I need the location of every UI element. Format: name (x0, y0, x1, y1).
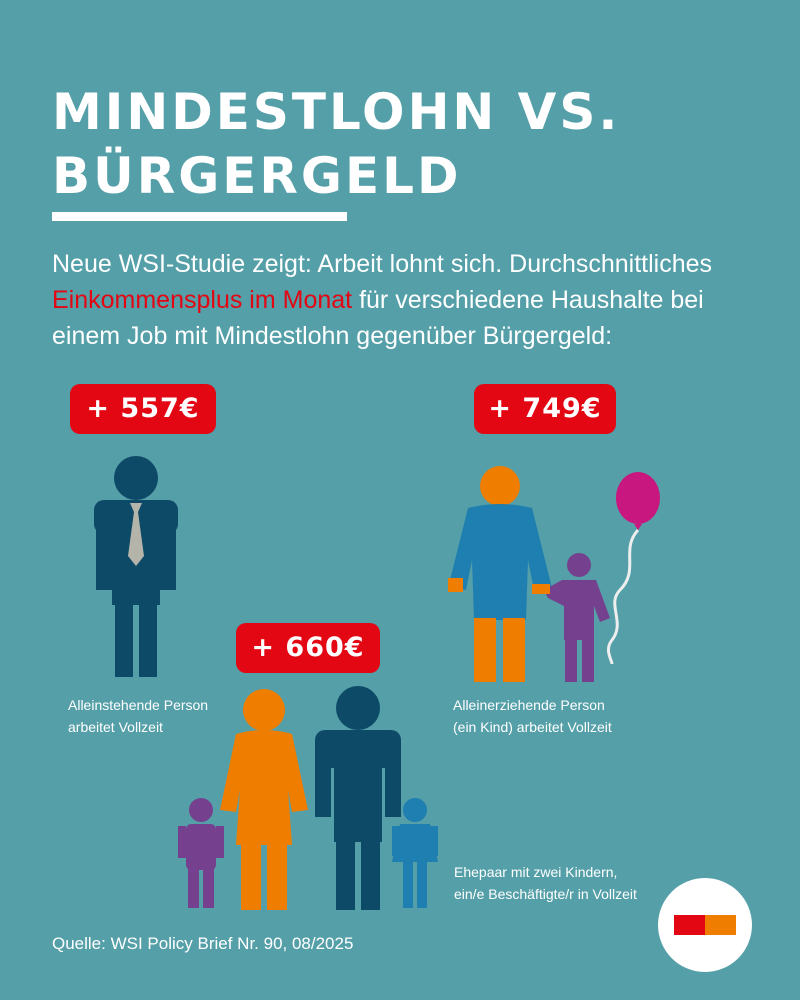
page-title: MINDESTLOHN VS. BÜRGERGELD (52, 80, 620, 208)
label-family: Ehepaar mit zwei Kindern, ein/e Beschäft… (454, 861, 637, 905)
label-family-line-1: Ehepaar mit zwei Kindern, (454, 864, 618, 880)
label-single-parent: Alleinerziehende Person (ein Kind) arbei… (453, 694, 612, 738)
family-icon (178, 686, 438, 910)
source-note: Quelle: WSI Policy Brief Nr. 90, 08/2025 (52, 934, 354, 953)
hbs-logo-icon (658, 878, 752, 972)
label-single-parent-line-1: Alleinerziehende Person (453, 697, 605, 713)
label-single-line-2: arbeitet Vollzeit (68, 719, 163, 735)
title-line-2: BÜRGERGELD (52, 147, 462, 205)
label-family-line-2: ein/e Beschäftigte/r in Vollzeit (454, 886, 637, 902)
amount-badge-single: + 557€ (70, 384, 216, 434)
man-with-tie-icon (94, 456, 178, 677)
intro-text: Neue WSI-Studie zeigt: Arbeit lohnt sich… (52, 246, 752, 354)
logo-orange-block (705, 915, 736, 935)
title-underline (52, 212, 347, 221)
label-single-line-1: Alleinstehende Person (68, 697, 209, 713)
balloon-icon (606, 472, 660, 665)
title-line-1: MINDESTLOHN VS. (52, 83, 621, 141)
intro-highlight: Einkommensplus im Monat (52, 286, 353, 314)
intro-part-1: Neue WSI-Studie zeigt: Arbeit lohnt sich… (52, 250, 713, 278)
intro-part-2: für verschiedene Haushalte bei einem Job… (52, 286, 704, 350)
mother-with-child-icon (448, 466, 610, 682)
label-single-parent-line-2: (ein Kind) arbeitet Vollzeit (453, 719, 612, 735)
amount-badge-family: + 660€ (236, 623, 380, 673)
amount-badge-single-parent: + 749€ (474, 384, 616, 434)
label-single: Alleinstehende Person arbeitet Vollzeit (68, 694, 208, 738)
logo-red-block (674, 915, 705, 935)
